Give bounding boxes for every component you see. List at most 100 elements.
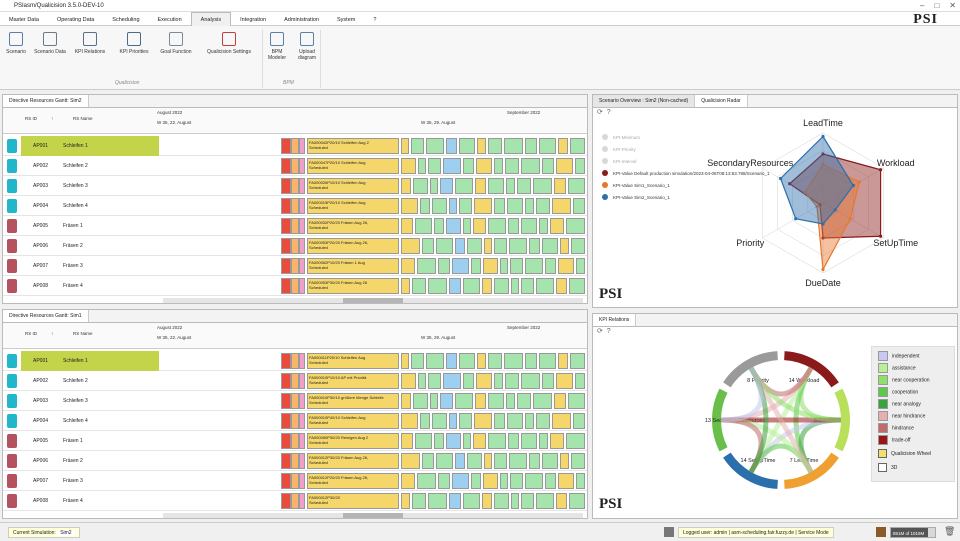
gantt-block[interactable] <box>484 238 492 254</box>
gantt-block[interactable] <box>566 433 585 449</box>
checkbox[interactable] <box>878 449 887 459</box>
refresh-icon[interactable]: ⟳ <box>597 109 603 116</box>
sort-icon[interactable]: ↑ <box>51 116 54 121</box>
gantt-block[interactable] <box>299 258 305 274</box>
gantt-block[interactable] <box>401 453 420 469</box>
tab-qualicision-radar[interactable]: Qualicision Radar <box>695 95 748 107</box>
gantt-block[interactable] <box>291 393 299 409</box>
gantt-block[interactable] <box>467 238 482 254</box>
gantt-block[interactable] <box>401 218 413 234</box>
gantt-block[interactable] <box>401 138 409 154</box>
horizontal-scrollbar[interactable] <box>163 513 583 518</box>
gantt-block[interactable] <box>556 278 567 294</box>
gantt-operation-bar[interactable]: FA000010P40/10 Schleifen Aug Scheduled <box>307 413 399 429</box>
gantt-block[interactable] <box>539 218 548 234</box>
gantt-block[interactable] <box>434 218 444 234</box>
gantt-operation-bar[interactable]: FA000042P20/10 Schleifen Aug 2 Scheduled <box>307 138 399 154</box>
gantt-block[interactable] <box>401 393 411 409</box>
maximize-icon[interactable]: □ <box>934 1 940 10</box>
gantt-block[interactable] <box>422 453 434 469</box>
gantt-block[interactable] <box>510 258 523 274</box>
gantt-operation-bar[interactable]: FA000053P30/20 Fräsen Aug 26 Scheduled <box>307 278 399 294</box>
gantt-block[interactable] <box>539 138 556 154</box>
gantt-block[interactable] <box>506 393 515 409</box>
gantt-row[interactable]: AP008 Fräsen 4 FA000053P30/20 Fräsen Aug 2… <box>3 276 587 296</box>
gantt-block[interactable] <box>291 493 299 509</box>
gantt-block[interactable] <box>525 138 537 154</box>
gantt-block[interactable] <box>401 198 418 214</box>
gantt-block[interactable] <box>521 218 537 234</box>
gantt-block[interactable] <box>463 493 480 509</box>
trash-icon[interactable]: 🗑 <box>944 526 956 536</box>
gantt-block[interactable] <box>452 473 469 489</box>
gantt-block[interactable] <box>428 373 441 389</box>
gantt-block[interactable] <box>488 433 506 449</box>
gantt-block[interactable] <box>281 198 291 214</box>
gantt-block[interactable] <box>525 258 543 274</box>
gantt-block[interactable] <box>475 178 486 194</box>
gantt-operation-bar[interactable]: FA000050P30/20 Reinigen Aug 2 Scheduled <box>307 433 399 449</box>
gantt-block[interactable] <box>299 393 305 409</box>
gantt-block[interactable] <box>291 138 299 154</box>
gantt-block[interactable] <box>401 178 411 194</box>
gantt-block[interactable] <box>299 433 305 449</box>
gantt-row[interactable]: AP002 Schleifen 2 FA000010P10/10 AP mit Pr… <box>3 371 587 391</box>
column-rs-id[interactable]: RS ID <box>25 116 38 121</box>
gantt-block[interactable] <box>459 138 475 154</box>
gantt-block[interactable] <box>440 178 453 194</box>
gantt-block[interactable] <box>401 238 420 254</box>
gantt-block[interactable] <box>477 138 486 154</box>
gantt-block[interactable] <box>417 473 436 489</box>
gantt-block[interactable] <box>412 493 426 509</box>
gantt-block[interactable] <box>558 258 574 274</box>
menu-item-2[interactable]: Scheduling <box>112 17 140 23</box>
gantt-block[interactable] <box>432 413 447 429</box>
gantt-block[interactable] <box>417 258 436 274</box>
gantt-operation-bar[interactable]: FA000012P20/20 Fräsen Aug 26, Scheduled <box>307 473 399 489</box>
gantt-block[interactable] <box>281 473 291 489</box>
gantt-block[interactable] <box>459 198 472 214</box>
gantt-block[interactable] <box>291 473 299 489</box>
gantt-block[interactable] <box>420 413 430 429</box>
menu-item-6[interactable]: Administration <box>284 17 319 23</box>
gantt-block[interactable] <box>281 413 291 429</box>
gantt-block[interactable] <box>506 178 515 194</box>
gantt-block[interactable] <box>291 353 299 369</box>
gantt-block[interactable] <box>521 493 534 509</box>
gantt-block[interactable] <box>521 278 534 294</box>
gantt-block[interactable] <box>504 353 523 369</box>
gantt-block[interactable] <box>428 493 447 509</box>
gantt-block[interactable] <box>291 433 299 449</box>
gantt-block[interactable] <box>418 158 426 174</box>
gantt-operation-bar[interactable]: FA000015P20/10 Schleifen Aug Scheduled <box>307 198 399 214</box>
gantt-block[interactable] <box>471 258 481 274</box>
wheel-segment[interactable] <box>723 452 778 489</box>
gantt-block[interactable] <box>482 278 492 294</box>
gantt-block[interactable] <box>281 238 291 254</box>
gantt-block[interactable] <box>521 373 540 389</box>
sort-icon[interactable]: ↑ <box>51 331 54 336</box>
wheel-segment[interactable] <box>723 351 778 388</box>
gantt-block[interactable] <box>576 258 585 274</box>
ribbon-button-1[interactable]: Scenario Data <box>32 32 68 55</box>
ribbon-button-0[interactable]: Scenario <box>4 32 28 55</box>
gantt-block[interactable] <box>281 353 291 369</box>
gantt-block[interactable] <box>474 413 492 429</box>
gantt-block[interactable] <box>440 393 453 409</box>
gantt-block[interactable] <box>291 413 299 429</box>
gantt-block[interactable] <box>299 238 305 254</box>
gantt-block[interactable] <box>299 373 305 389</box>
gantt-block[interactable] <box>412 278 426 294</box>
gantt-block[interactable] <box>482 493 492 509</box>
gantt-block[interactable] <box>536 198 550 214</box>
gantt-block[interactable] <box>473 433 486 449</box>
gantt-block[interactable] <box>529 238 540 254</box>
gantt-block[interactable] <box>488 218 506 234</box>
gantt-block[interactable] <box>401 493 410 509</box>
gantt-block[interactable] <box>558 353 568 369</box>
gantt-block[interactable] <box>428 158 441 174</box>
gantt-block[interactable] <box>467 453 482 469</box>
gantt-block[interactable] <box>446 353 457 369</box>
gantt-block[interactable] <box>463 278 480 294</box>
gantt-block[interactable] <box>568 178 585 194</box>
